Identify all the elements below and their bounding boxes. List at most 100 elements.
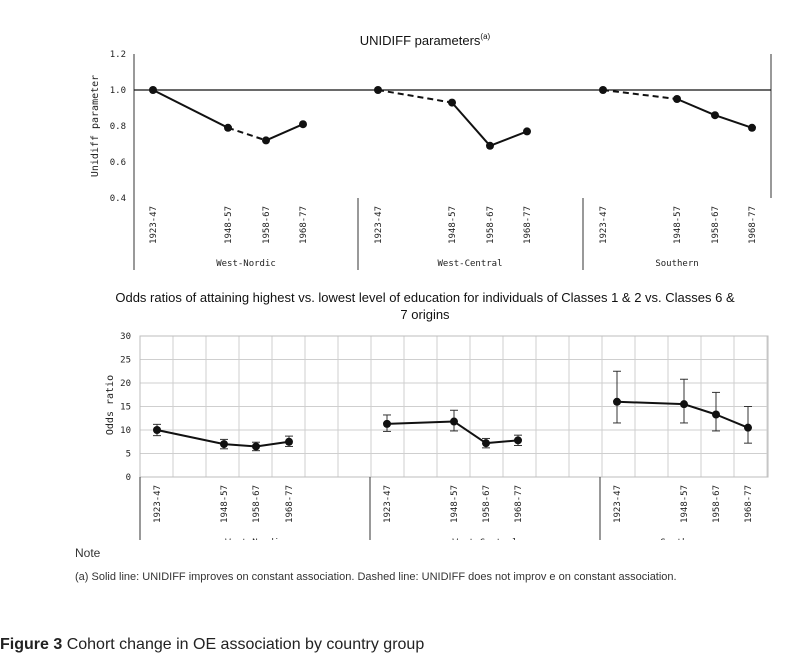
x-tick-label: 1968-77 [744,485,754,523]
data-point [299,120,307,129]
odds-ratio-chart-title-line-2: 7 origins [400,307,450,322]
data-point [486,141,494,150]
data-point [748,123,756,132]
x-tick-label: 1958-67 [712,485,722,523]
odds-ratio-marks [153,370,752,452]
x-tick-label: 1958-67 [252,485,262,523]
data-point [712,410,720,419]
data-point [523,127,531,136]
series-segment-dashed [377,89,453,104]
x-tick-label: 1923-47 [383,485,393,523]
plot-frame [139,335,769,478]
data-point [673,95,681,103]
series-segment-solid [715,413,749,429]
series-segment-solid [386,420,455,425]
x-tick-label: 1968-77 [523,206,533,244]
odds-ratio-chart: Odds ratios of attaining highest vs. low… [105,290,769,540]
note-text: (a) Solid line: UNIDIFF improves on cons… [75,571,677,583]
x-tick-label: 1923-47 [153,485,163,523]
figure-caption-text: Cohort change in OE association by count… [66,636,425,653]
x-tick-label: 1948-57 [450,485,460,523]
y-tick-label: 5 [126,450,131,460]
x-tick-label: 1968-77 [748,206,758,244]
odds-ratio-chart-title-line-1: Odds ratios of attaining highest vs. low… [115,290,735,305]
data-point [374,86,382,94]
series-segment-solid [714,114,753,129]
group-label: Southern [660,538,703,540]
odds-ratio-y-axis-label: Odds ratio [105,375,116,435]
series-segment-solid [453,420,487,444]
series-segment-dashed [227,126,267,142]
unidiff-chart: UNIDIFF parameters(a) Unidiff parameter … [90,32,772,270]
data-point [514,436,522,445]
y-tick-label: 15 [120,403,131,413]
x-tick-label: 1923-47 [599,206,609,244]
series-segment-solid [265,123,304,142]
x-tick-label: 1958-67 [482,485,492,523]
y-tick-label: 30 [120,332,131,342]
group-label: West-Central [437,259,502,269]
y-tick-label: 0.4 [110,194,126,204]
series-segment-solid [683,403,717,416]
odds-ratio-axes: 0 5 10 15 20 25 30 1923-47 1948-57 1958-67 1968-77… [120,332,769,540]
data-point [262,136,270,145]
x-tick-label: 1923-47 [149,206,159,244]
x-tick-label: 1948-57 [448,206,458,244]
unidiff-marks [149,86,756,150]
series-segment-solid [676,98,716,117]
x-tick-label: 1958-67 [262,206,272,244]
x-tick-label: 1958-67 [711,206,721,244]
series-segment-solid [255,440,290,448]
figure-caption-label: Figure 3 [0,636,63,653]
data-point [482,439,490,448]
data-point [744,423,752,432]
x-tick-label: 1968-77 [285,485,295,523]
series-segment-solid [223,443,257,448]
group-label: Southern [655,259,698,269]
series-segment-dashed [602,89,678,100]
x-tick-label: 1948-57 [680,485,690,523]
unidiff-y-axis-label: Unidiff parameter [90,75,101,177]
y-tick-label: 0.6 [110,158,126,168]
data-point [224,123,232,132]
data-point [448,98,456,107]
data-point [680,400,688,409]
y-tick-label: 25 [120,356,131,366]
series-segment-solid [485,439,519,445]
data-point [450,417,458,426]
series-segment-solid [156,429,225,446]
y-tick-label: 20 [120,379,131,389]
x-tick-label: 1948-57 [220,485,230,523]
group-label: West-Nordic [216,259,276,269]
data-point [153,426,161,434]
y-tick-label: 1.0 [110,86,126,96]
figure-caption: Figure 3 Cohort change in OE association… [0,636,797,654]
x-tick-label: 1948-57 [224,206,234,244]
data-point [285,437,293,446]
series-segment-solid [489,130,528,147]
series-segment-solid [616,400,685,406]
data-point [220,440,228,449]
x-tick-label: 1958-67 [486,206,496,244]
group-label: West-Central [452,538,517,540]
y-tick-label: 1.2 [110,50,126,60]
x-tick-label: 1968-77 [514,485,524,523]
figure: UNIDIFF parameters(a) Unidiff parameter … [90,32,772,540]
x-tick-label: 1968-77 [299,206,309,244]
x-tick-label: 1923-47 [374,206,384,244]
y-tick-label: 0.8 [110,122,126,132]
data-point [599,86,607,94]
y-tick-label: 0 [126,473,131,483]
data-point [613,397,621,406]
x-tick-label: 1923-47 [613,485,623,523]
x-tick-label: 1948-57 [673,206,683,244]
unidiff-axes: 0.4 0.6 0.8 1.0 1.2 1923-47 1948-57 1958-67 1968… [110,50,772,270]
data-point [383,419,391,428]
series-segment-solid [152,89,229,129]
unidiff-chart-title: UNIDIFF parameters(a) [360,32,491,48]
group-label: West-Nordic [225,538,285,540]
y-tick-label: 10 [120,426,131,436]
data-point [149,86,157,94]
data-point [252,442,260,451]
series-segment-solid [451,101,491,147]
